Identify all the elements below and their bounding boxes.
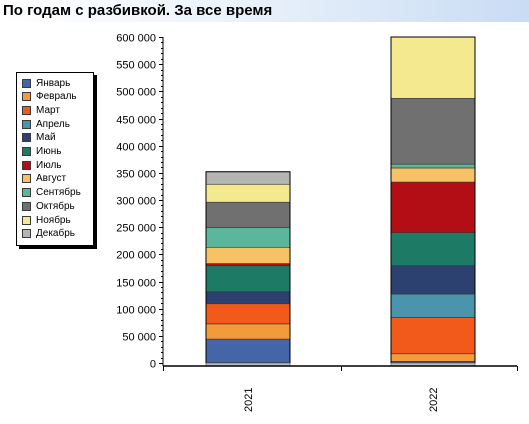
legend-swatch <box>22 133 31 143</box>
title-bar: По годам с разбивкой. За все время <box>0 0 529 22</box>
bar-segment <box>205 265 291 293</box>
y-tick-label: 350 000 <box>116 169 156 181</box>
legend-label: Март <box>36 104 60 116</box>
legend-label: Июль <box>36 159 62 171</box>
legend-label: Январь <box>36 77 71 89</box>
bar-segment <box>390 163 476 169</box>
legend-item: Ноябрь <box>22 214 71 226</box>
legend-swatch <box>22 78 31 88</box>
bar-segment <box>390 293 476 318</box>
legend-swatch <box>22 147 31 156</box>
legend-swatch <box>22 201 31 211</box>
bar-segment <box>205 263 291 267</box>
y-tick-label: 400 000 <box>116 142 156 154</box>
chart-title: По годам с разбивкой. За все время <box>3 2 273 19</box>
legend-label: Октябрь <box>36 200 75 212</box>
bar-segment <box>390 265 476 295</box>
legend-swatch <box>22 119 31 129</box>
legend-swatch <box>22 215 31 225</box>
legend-swatch <box>22 229 31 239</box>
y-tick-label: 500 000 <box>116 87 156 99</box>
legend-item: Июнь <box>22 146 61 158</box>
y-tick-label: 200 000 <box>116 250 156 262</box>
legend-swatch <box>22 92 31 102</box>
legend-item: Август <box>22 173 66 185</box>
legend-item: Январь <box>22 77 70 89</box>
legend-item: Апрель <box>22 118 70 130</box>
legend-item: Июль <box>22 159 62 171</box>
bar-segment <box>205 303 291 325</box>
y-tick-label: 100 000 <box>116 305 156 317</box>
legend-label: Декабрь <box>36 228 75 240</box>
legend-item: Октябрь <box>22 200 75 212</box>
bar-segment <box>205 227 291 248</box>
bar-segment <box>390 36 476 99</box>
y-tick-label: 150 000 <box>116 278 156 290</box>
legend-item: Май <box>22 132 56 144</box>
y-tick-label: 0 <box>150 359 156 371</box>
legend-label: Август <box>36 173 67 185</box>
legend-item: Февраль <box>22 91 77 103</box>
y-tick-label: 450 000 <box>116 115 156 127</box>
legend-item: Сентябрь <box>22 187 81 199</box>
bar-segment <box>205 246 291 264</box>
y-tick-label: 550 000 <box>116 60 156 72</box>
legend-label: Июнь <box>36 146 62 157</box>
y-tick-label: 50 000 <box>122 332 156 344</box>
bar-segment <box>390 317 476 355</box>
legend-label: Май <box>36 132 56 144</box>
bar-segment <box>205 338 291 364</box>
legend-item: Март <box>22 104 60 116</box>
legend-swatch <box>22 105 31 115</box>
bar-segment <box>205 323 291 340</box>
legend-label: Апрель <box>36 118 70 130</box>
legend-item: Декабрь <box>22 228 75 240</box>
chart-legend: Январь Февраль Март Апрель Май Июнь Июль Август… <box>16 72 94 246</box>
bar-segment <box>390 167 476 183</box>
bar-segment <box>390 98 476 165</box>
y-tick-label: 250 000 <box>116 223 156 235</box>
bar-segment <box>390 181 476 233</box>
legend-label: Февраль <box>36 91 77 103</box>
y-tick-label: 300 000 <box>116 196 156 208</box>
legend-swatch <box>22 174 31 184</box>
bar-segment <box>390 353 476 362</box>
x-tick-label: 2022 <box>428 388 440 412</box>
x-tick-label: 2021 <box>243 388 255 412</box>
bar-segment <box>205 291 291 305</box>
bar-segment <box>205 201 291 229</box>
bar-segment <box>390 232 476 267</box>
bar-segment <box>205 171 291 185</box>
legend-label: Сентябрь <box>36 187 81 199</box>
legend-swatch <box>22 188 31 198</box>
legend-label: Ноябрь <box>36 214 71 226</box>
y-tick-label: 600 000 <box>116 33 156 45</box>
legend-swatch <box>22 160 31 170</box>
bar-segment <box>205 183 291 203</box>
